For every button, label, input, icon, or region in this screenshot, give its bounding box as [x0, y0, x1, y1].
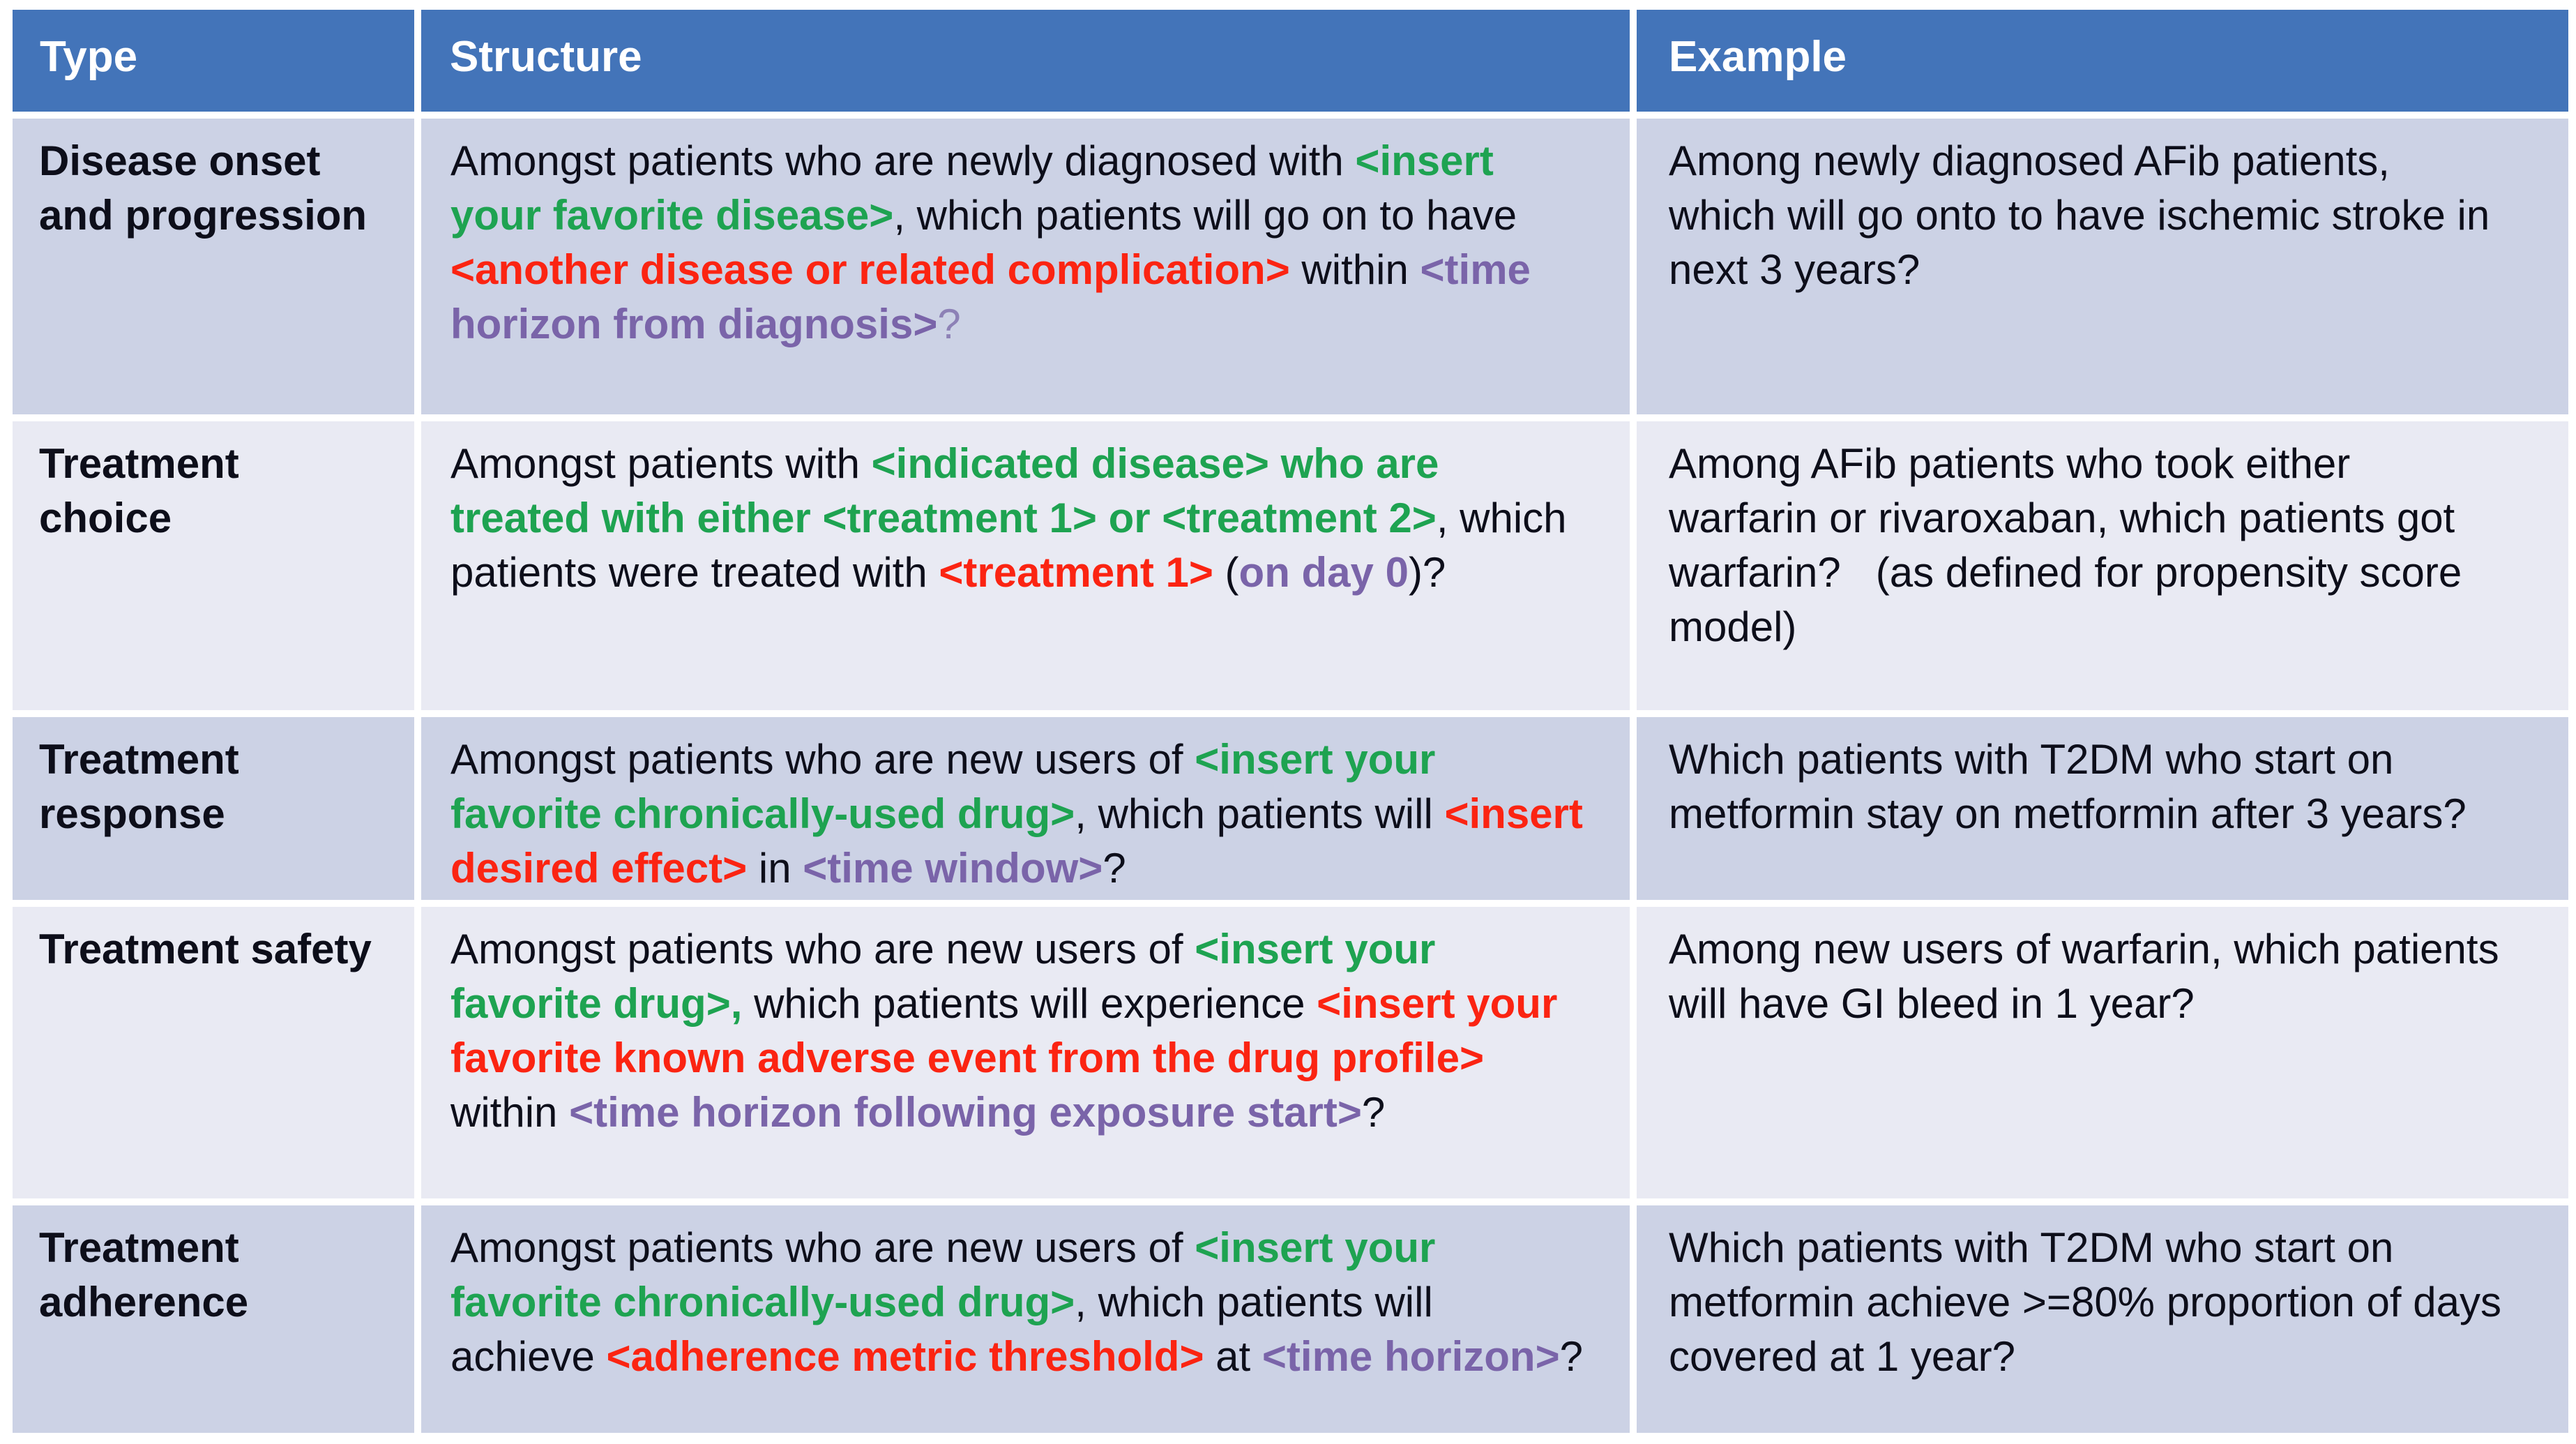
structure-segment-red: <adherence metric threshold>	[606, 1333, 1204, 1380]
structure-segment-red: <treatment 1>	[939, 549, 1213, 596]
structure-segment-purple: <time window>	[803, 845, 1103, 892]
structure-segment-black: (	[1213, 549, 1239, 596]
column-header-type: Type	[13, 10, 414, 112]
structure-cell: Amongst patients who are newly diagnosed…	[421, 119, 1630, 414]
structure-segment-black: at	[1204, 1333, 1262, 1380]
structure-segment-black: within	[1289, 246, 1420, 293]
structure-segment-black: which patients will experience	[742, 980, 1317, 1027]
structure-segment-black: Amongst patients who are new users of	[450, 736, 1195, 783]
structure-segment-purple: on day 0	[1238, 549, 1409, 596]
example-cell: Among new users of warfarin, which patie…	[1637, 907, 2568, 1198]
structure-segment-black: Amongst patients who are new users of	[450, 926, 1195, 972]
structure-cell: Amongst patients who are new users of <i…	[421, 1205, 1630, 1433]
structure-segment-black: in	[747, 845, 803, 892]
structure-segment-green: <insert your favorite disease>	[450, 137, 1506, 239]
structure-segment-purple: <time horizon from diagnosis>	[450, 246, 1543, 347]
structure-cell: Amongst patients who are new users of <i…	[421, 717, 1630, 900]
type-cell: Disease onset and progression	[13, 119, 414, 414]
structure-segment-green: <insert your favorite chronically-used d…	[450, 1224, 1448, 1325]
example-cell: Which patients with T2DM who start on me…	[1637, 1205, 2568, 1433]
type-cell: Treatment choice	[13, 421, 414, 710]
structure-segment-black: ?	[1103, 845, 1126, 892]
example-cell: Among newly diagnosed AFib patients, whi…	[1637, 119, 2568, 414]
structure-segment-black: ?	[1361, 1089, 1386, 1136]
structure-segment-black: Amongst patients with	[450, 440, 872, 487]
type-cell: Treatment safety	[13, 907, 414, 1198]
structure-segment-red: <insert desired effect>	[450, 790, 1595, 892]
column-header-structure: Structure	[421, 10, 1630, 112]
structure-segment-purple: <time horizon following exposure start>	[569, 1089, 1362, 1136]
structure-segment-black: , which patients will achieve	[450, 1279, 1445, 1380]
structure-segment-green: <insert your favorite drug>,	[450, 926, 1448, 1027]
example-cell: Among AFib patients who took either warf…	[1637, 421, 2568, 710]
structure-segment-black: Amongst patients who are new users of	[450, 1224, 1195, 1271]
structure-segment-black: , which patients were treated with	[450, 495, 1579, 596]
structure-segment-purpleLight: ?	[937, 301, 961, 347]
structure-segment-black: within	[450, 1035, 1496, 1136]
type-cell: Treatment adherence	[13, 1205, 414, 1433]
structure-segment-green: <insert your favorite chronically-used d…	[450, 736, 1448, 837]
structure-segment-black: , which patients will	[1075, 790, 1445, 837]
structure-segment-black: Amongst patients who are newly diagnosed…	[450, 137, 1356, 184]
structure-segment-black: ?	[1559, 1333, 1583, 1380]
type-cell: Treatment response	[13, 717, 414, 900]
structure-segment-red: <insert your favorite known adverse even…	[450, 980, 1569, 1081]
structure-segment-black: , which patients will go on to have	[893, 192, 1529, 239]
example-cell: Which patients with T2DM who start on me…	[1637, 717, 2568, 900]
structure-cell: Amongst patients who are new users of <i…	[421, 907, 1630, 1198]
structure-segment-purple: <time horizon>	[1262, 1333, 1560, 1380]
column-header-example: Example	[1637, 10, 2568, 112]
structure-segment-red: <another disease or related complication…	[450, 246, 1290, 293]
structure-segment-green: <indicated disease> who are treated with…	[450, 440, 1451, 541]
structure-segment-black: )?	[1408, 549, 1446, 596]
structure-cell: Amongst patients with <indicated disease…	[421, 421, 1630, 710]
